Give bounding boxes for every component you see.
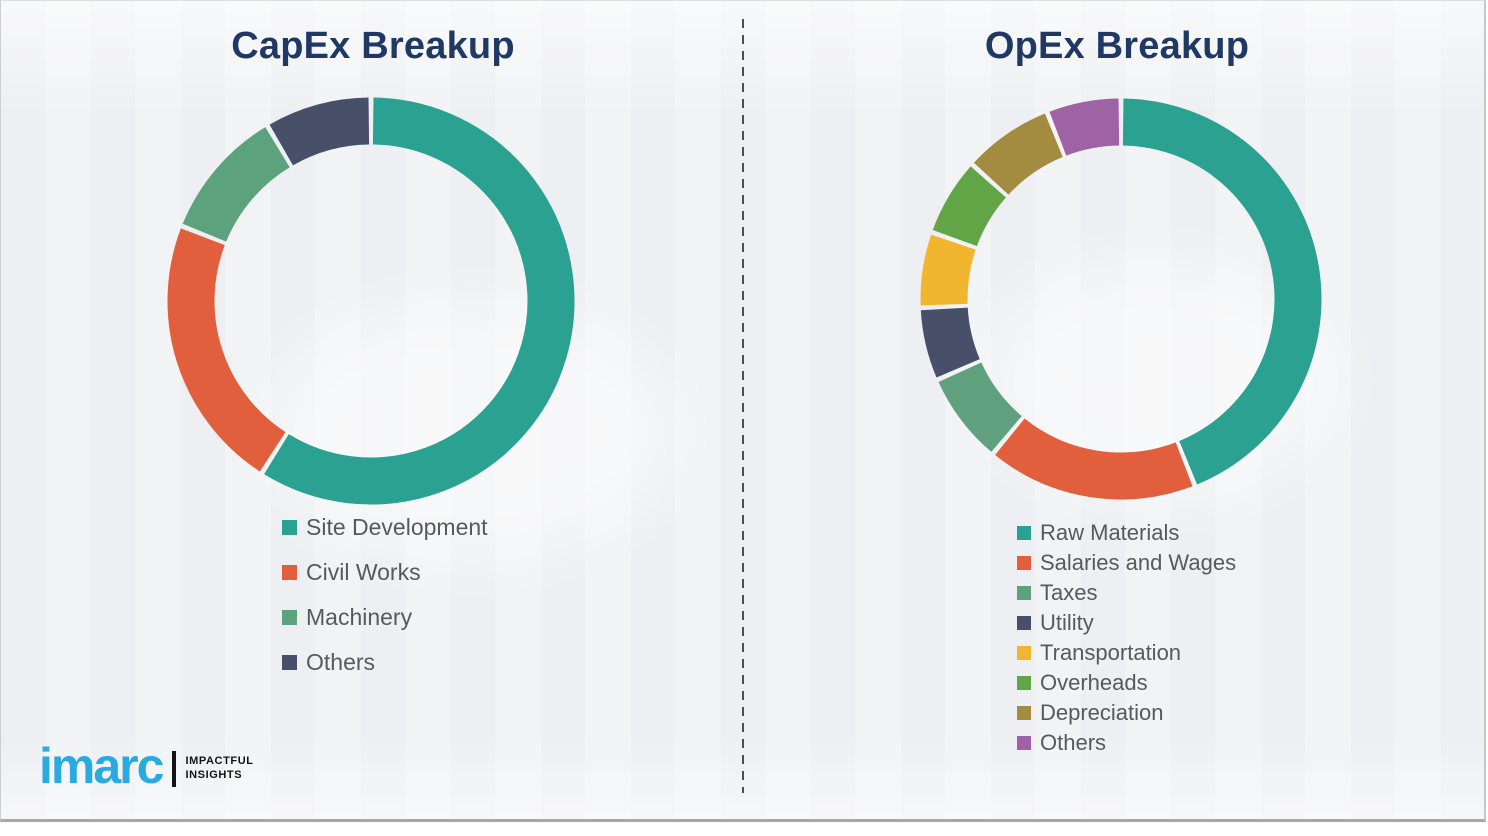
logo-tagline: IMPACTFUL INSIGHTS xyxy=(185,755,253,783)
opex-donut-chart xyxy=(920,98,1322,500)
donut-segment-civil-works xyxy=(167,228,286,472)
legend-swatch-others xyxy=(282,654,297,670)
legend-swatch-raw-materials xyxy=(1017,526,1031,540)
logo-tagline-line1: IMPACTFUL xyxy=(185,755,254,768)
opex-chart-title: OpEx Breakup xyxy=(984,25,1250,67)
legend-swatch-taxes xyxy=(1017,586,1031,600)
legend-label: Overheads xyxy=(1040,670,1148,695)
donut-segment-machinery xyxy=(182,127,291,243)
legend-item-transportation: Transportation xyxy=(1017,638,1236,668)
legend-swatch-site-development xyxy=(282,519,297,535)
legend-item-utility: Utility xyxy=(1017,608,1236,638)
legend-swatch-machinery xyxy=(282,609,297,625)
legend-swatch-others xyxy=(1017,736,1031,750)
legend-label: Depreciation xyxy=(1040,700,1164,725)
logo-divider-bar xyxy=(172,751,177,787)
legend-label: Civil Works xyxy=(306,558,421,585)
legend-label: Others xyxy=(306,648,376,675)
donut-segment-salaries-and-wages xyxy=(995,418,1193,500)
capex-legend: Site Development Civil Works Machinery Othe… xyxy=(282,513,488,693)
legend-item-overheads: Overheads xyxy=(1017,668,1236,698)
legend-label: Raw Materials xyxy=(1040,520,1180,545)
legend-item-others: Others xyxy=(1017,728,1236,758)
donut-segment-depreciation xyxy=(973,113,1064,196)
legend-item-depreciation: Depreciation xyxy=(1017,698,1236,728)
donut-segment-others xyxy=(1049,98,1120,156)
donut-segment-raw-materials xyxy=(1122,98,1322,485)
legend-item-site-development: Site Development xyxy=(282,513,488,541)
donut-segment-overheads xyxy=(932,166,1007,247)
legend-swatch-civil-works xyxy=(282,564,297,580)
legend-label: Transportation xyxy=(1040,640,1182,665)
legend-item-taxes: Taxes xyxy=(1017,578,1236,608)
legend-swatch-overheads xyxy=(1017,676,1031,690)
legend-label: Site Development xyxy=(306,513,488,540)
legend-label: Salaries and Wages xyxy=(1040,550,1237,575)
legend-item-salaries-and-wages: Salaries and Wages xyxy=(1017,548,1236,578)
donut-segment-utility xyxy=(920,307,980,378)
donut-segment-taxes xyxy=(938,362,1023,452)
opex-legend: Raw Materials Salaries and Wages Taxes Util… xyxy=(1017,518,1236,758)
legend-label: Others xyxy=(1040,730,1107,755)
donut-segment-transportation xyxy=(920,234,976,306)
legend-swatch-transportation xyxy=(1017,646,1031,660)
imarc-logo: imarc IMPACTFUL INSIGHTS xyxy=(39,741,254,791)
dashed-divider xyxy=(742,19,744,793)
legend-swatch-utility xyxy=(1017,616,1031,630)
donut-segment-others xyxy=(269,97,370,166)
legend-swatch-depreciation xyxy=(1017,706,1031,720)
legend-item-civil-works: Civil Works xyxy=(282,558,488,586)
legend-item-others: Others xyxy=(282,648,488,676)
legend-swatch-salaries-and-wages xyxy=(1017,556,1031,570)
legend-label: Utility xyxy=(1040,610,1094,635)
imarc-wordmark: imarc xyxy=(39,738,164,794)
donut-segment-site-development xyxy=(264,97,575,505)
legend-item-raw-materials: Raw Materials xyxy=(1017,518,1236,548)
legend-label: Machinery xyxy=(306,603,413,630)
legend-item-machinery: Machinery xyxy=(282,603,488,631)
capex-donut-chart xyxy=(167,97,575,505)
capex-chart-title: CapEx Breakup xyxy=(231,25,515,67)
logo-tagline-line2: INSIGHTS xyxy=(185,769,243,781)
legend-label: Taxes xyxy=(1040,580,1098,605)
